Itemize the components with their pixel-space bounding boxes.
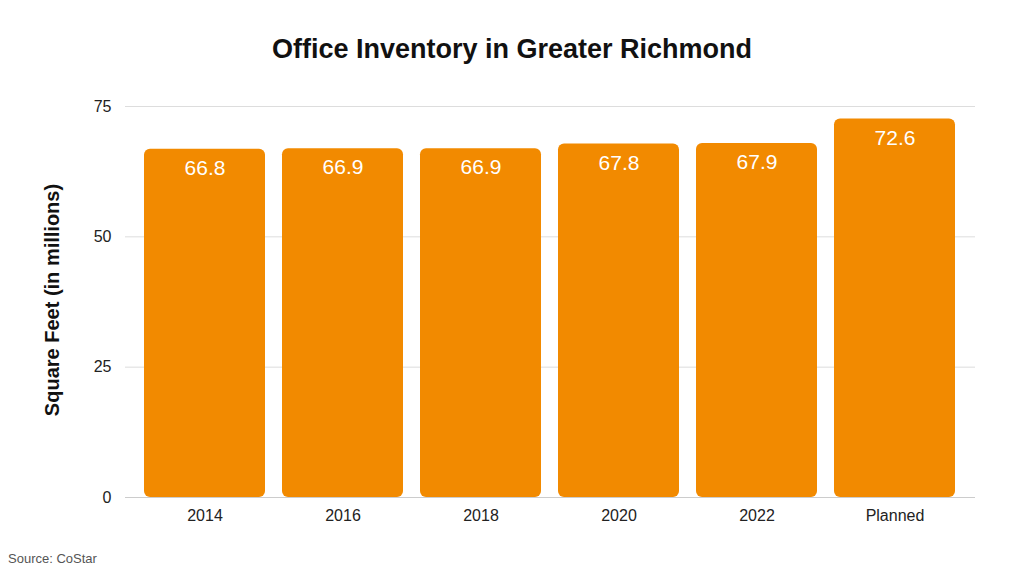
- html-text:Source: CoStar: Source: CoStar: [8, 551, 97, 566]
- svg-text:0: 0: [103, 489, 112, 506]
- svg-text:67.8: 67.8: [599, 151, 640, 174]
- html-text:Square Feet (in millions): Square Feet (in millions): [40, 183, 63, 417]
- svg-text:66.9: 66.9: [323, 155, 364, 178]
- svg-text:2020: 2020: [601, 507, 637, 524]
- svg-text:67.9: 67.9: [737, 150, 778, 173]
- svg-text:2022: 2022: [739, 507, 775, 524]
- svg-text:2014: 2014: [187, 507, 223, 524]
- svg-text:50: 50: [94, 228, 112, 245]
- svg-text:25: 25: [94, 358, 112, 375]
- svg-text:2016: 2016: [325, 507, 361, 524]
- svg-text:2018: 2018: [463, 507, 499, 524]
- svg-text:Planned: Planned: [866, 507, 925, 524]
- svg-text:66.9: 66.9: [461, 155, 502, 178]
- svg-text:66.8: 66.8: [185, 156, 226, 179]
- svg-text:75: 75: [94, 98, 112, 115]
- svg-text:72.6: 72.6: [875, 126, 916, 149]
- html-text:Office Inventory in Greater Ri: Office Inventory in Greater Richmond: [272, 34, 752, 64]
